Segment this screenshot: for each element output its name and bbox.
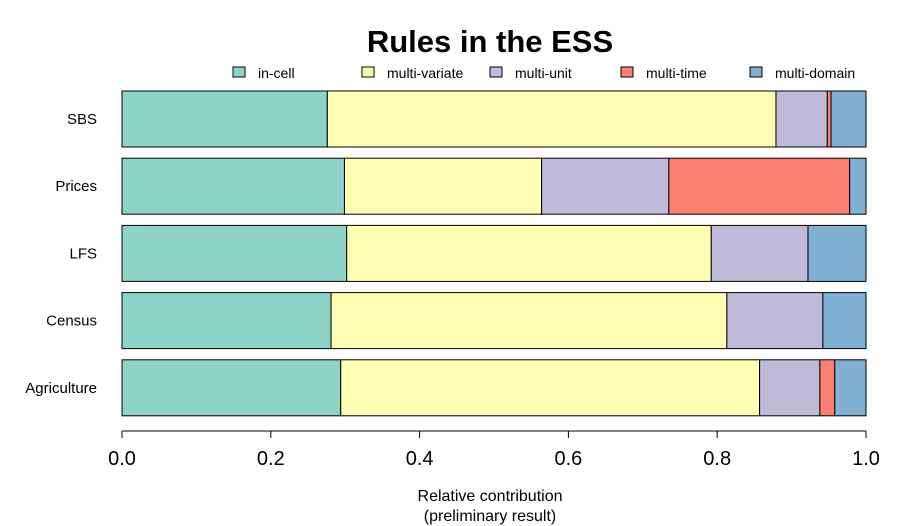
x-tick-label: 1.0 <box>852 448 880 470</box>
legend-swatch-multi-variate <box>361 66 375 78</box>
legend-label-multi-unit: multi-unit <box>515 65 572 81</box>
bar-segment-prices-multi-variate <box>343 157 543 215</box>
category-label-prices: Prices <box>55 178 97 195</box>
legend-swatch-in-cell <box>232 66 246 78</box>
legend-item-multi-time: multi-time <box>620 65 707 81</box>
bar-segment-prices-in-cell <box>121 157 345 215</box>
bar-segment-agriculture-multi-domain <box>834 359 867 417</box>
x-tick-label: 0.0 <box>108 448 136 470</box>
bar-segment-lfs-multi-variate <box>346 224 712 282</box>
bar-segment-lfs-multi-unit <box>710 224 809 282</box>
category-label-agriculture: Agriculture <box>25 380 97 397</box>
bar-segment-sbs-multi-variate <box>326 90 777 148</box>
legend-label-multi-variate: multi-variate <box>387 65 463 81</box>
x-tick-label: 0.4 <box>406 448 434 470</box>
legend-label-multi-domain: multi-domain <box>775 65 855 81</box>
bar-segment-agriculture-multi-unit <box>759 359 821 417</box>
bar-segment-sbs-multi-time <box>826 90 832 148</box>
bars <box>121 90 867 417</box>
bar-segment-census-in-cell <box>121 292 332 350</box>
bar-segment-prices-multi-time <box>668 157 851 215</box>
chart-title: Rules in the ESS <box>367 24 613 59</box>
bar-segment-sbs-in-cell <box>121 90 328 148</box>
x-axis-title-line-2: (preliminary result) <box>424 508 556 525</box>
legend: in-cell multi-variate multi-unit multi-time… <box>232 65 855 81</box>
bar-segment-sbs-multi-domain <box>830 90 867 148</box>
legend-item-multi-domain: multi-domain <box>749 65 855 81</box>
bar-segment-lfs-in-cell <box>121 224 348 282</box>
category-labels: SBS Prices LFS Census Agriculture <box>25 111 97 397</box>
legend-item-multi-unit: multi-unit <box>489 65 572 81</box>
x-axis: 0.0 0.2 0.4 0.6 0.8 1.0 <box>108 430 880 470</box>
bar-segment-census-multi-domain <box>822 292 867 350</box>
bar-segment-census-multi-unit <box>726 292 824 350</box>
legend-swatch-multi-domain <box>749 66 763 78</box>
legend-swatch-multi-unit <box>489 66 503 78</box>
legend-label-in-cell: in-cell <box>258 65 295 81</box>
bar-segment-agriculture-in-cell <box>121 359 342 417</box>
bar-segment-agriculture-multi-variate <box>340 359 761 417</box>
legend-item-in-cell: in-cell <box>232 65 295 81</box>
bar-segment-prices-multi-domain <box>849 157 867 215</box>
legend-swatch-multi-time <box>620 66 634 78</box>
legend-item-multi-variate: multi-variate <box>361 65 463 81</box>
legend-label-multi-time: multi-time <box>646 65 707 81</box>
x-tick-label: 0.2 <box>257 448 285 470</box>
bar-segment-census-multi-variate <box>330 292 728 350</box>
x-tick-label: 0.8 <box>703 448 731 470</box>
bar-segment-lfs-multi-domain <box>807 224 867 282</box>
bar-segment-sbs-multi-unit <box>775 90 828 148</box>
category-label-lfs: LFS <box>69 245 97 262</box>
x-axis-title-line-1: Relative contribution <box>418 488 563 505</box>
category-label-sbs: SBS <box>67 111 97 128</box>
bar-segment-agriculture-multi-time <box>819 359 836 417</box>
bar-segment-prices-multi-unit <box>541 157 670 215</box>
category-label-census: Census <box>46 313 97 330</box>
x-tick-label: 0.6 <box>554 448 582 470</box>
